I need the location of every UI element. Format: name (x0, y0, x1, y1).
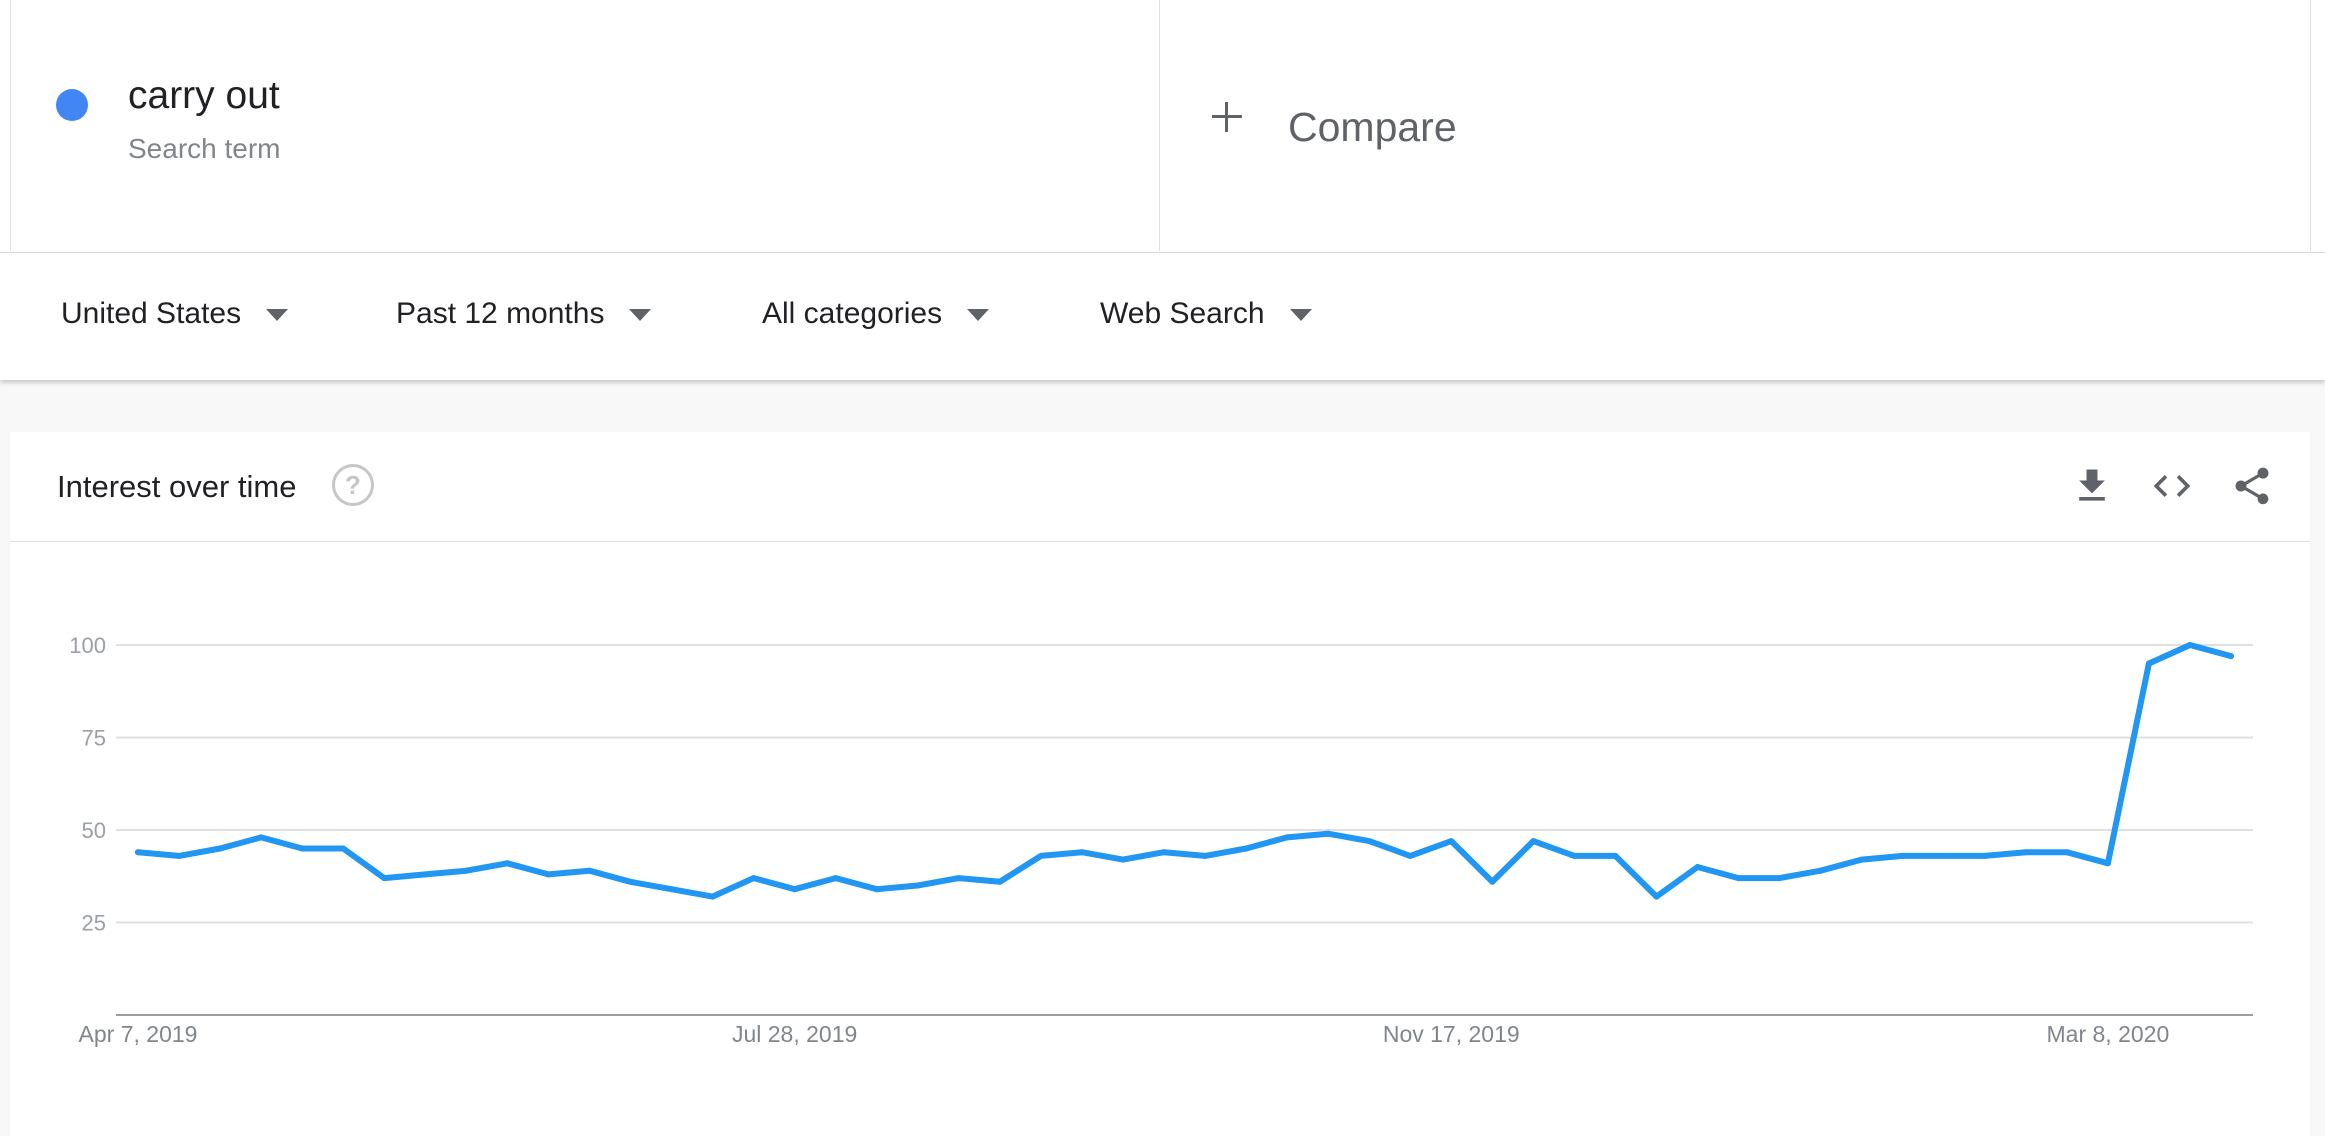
data-point (1366, 838, 1373, 845)
caret-down-icon (266, 309, 289, 321)
category-dropdown[interactable]: All categories (762, 297, 990, 331)
search-terms-bar: carry out Search term Compare (0, 0, 2325, 253)
download-icon[interactable] (2070, 464, 2114, 508)
term-color-dot (56, 89, 88, 121)
embed-icon[interactable] (2150, 464, 2194, 508)
search-term-card[interactable]: carry out Search term (10, 0, 1160, 251)
time-range-label: Past 12 months (396, 297, 605, 330)
data-point (996, 878, 1003, 885)
compare-button[interactable]: Compare (1160, 0, 2311, 251)
data-point (955, 875, 962, 882)
y-tick-label: 25 (82, 911, 106, 936)
y-tick-label: 100 (69, 633, 106, 658)
caret-down-icon (629, 309, 652, 321)
data-point (1160, 849, 1167, 856)
search-term-type: Search term (128, 133, 281, 164)
data-point (1037, 852, 1044, 859)
data-point (1489, 878, 1496, 885)
data-point (1078, 849, 1085, 856)
data-point (791, 886, 798, 893)
data-point (217, 845, 224, 852)
data-point (627, 878, 634, 885)
data-point (1448, 838, 1455, 845)
card-header: Interest over time ? (10, 432, 2310, 542)
x-tick-label: Jul 28, 2019 (732, 1021, 857, 1047)
time-range-dropdown[interactable]: Past 12 months (396, 297, 652, 331)
data-point (2228, 653, 2234, 660)
filter-bar: United States Past 12 months All categor… (0, 253, 2325, 380)
y-tick-label: 75 (82, 726, 106, 751)
data-point (2022, 849, 2029, 856)
data-point (1571, 852, 1578, 859)
data-point (258, 834, 265, 841)
data-point (1119, 856, 1126, 863)
data-point (1776, 875, 1783, 882)
data-point (1243, 845, 1250, 852)
region-label: United States (61, 297, 242, 330)
data-point (1817, 867, 1824, 874)
data-point (2145, 660, 2152, 667)
data-point (1612, 852, 1619, 859)
data-point (709, 893, 716, 900)
data-point (1694, 864, 1701, 870)
card-title: Interest over time (57, 469, 297, 504)
data-point (1940, 852, 1947, 859)
data-point (2186, 642, 2193, 648)
data-point (1899, 852, 1906, 859)
search-type-label: Web Search (1100, 297, 1265, 330)
data-point (299, 845, 306, 852)
y-tick-label: 50 (82, 818, 106, 843)
data-point (381, 875, 388, 882)
data-point (1284, 834, 1291, 841)
data-point (176, 852, 183, 859)
category-label: All categories (762, 297, 943, 330)
plus-icon (1212, 102, 1242, 132)
data-point (422, 871, 429, 878)
data-point (750, 875, 757, 882)
x-tick-label: Apr 7, 2019 (79, 1021, 198, 1047)
data-point (2104, 860, 2111, 867)
help-icon[interactable]: ? (332, 464, 374, 506)
caret-down-icon (1289, 309, 1312, 321)
data-point (463, 867, 470, 874)
interest-chart: 25 50 75 100 Apr 7, 2019 Jul 28, 2019 Nov 17, … (69, 633, 2253, 1047)
compare-label: Compare (1288, 104, 1457, 150)
data-point (1858, 856, 1865, 863)
x-tick-label: Mar 8, 2020 (2047, 1021, 2170, 1047)
data-point (586, 867, 593, 874)
data-point (914, 882, 921, 889)
data-point (2063, 849, 2070, 856)
data-point (1325, 830, 1332, 837)
data-point (340, 845, 347, 852)
data-point (135, 849, 141, 856)
series-line (135, 642, 2234, 900)
data-point (873, 886, 880, 893)
data-point (1653, 893, 1660, 900)
data-point (1407, 852, 1414, 859)
data-point (1981, 852, 1988, 859)
search-term-name[interactable]: carry out (128, 74, 280, 117)
data-point (832, 875, 839, 882)
data-point (1735, 875, 1742, 882)
data-point (545, 871, 552, 878)
data-point (1202, 852, 1209, 859)
interest-over-time-card: Interest over time ? 25 50 75 100 Apr 7, 201… (10, 432, 2310, 1136)
data-point (1530, 838, 1537, 845)
share-icon[interactable] (2230, 464, 2274, 508)
search-type-dropdown[interactable]: Web Search (1100, 297, 1312, 331)
data-point (668, 886, 675, 893)
caret-down-icon (967, 309, 990, 321)
x-tick-label: Nov 17, 2019 (1383, 1021, 1520, 1047)
region-dropdown[interactable]: United States (61, 297, 289, 331)
data-point (504, 860, 511, 867)
